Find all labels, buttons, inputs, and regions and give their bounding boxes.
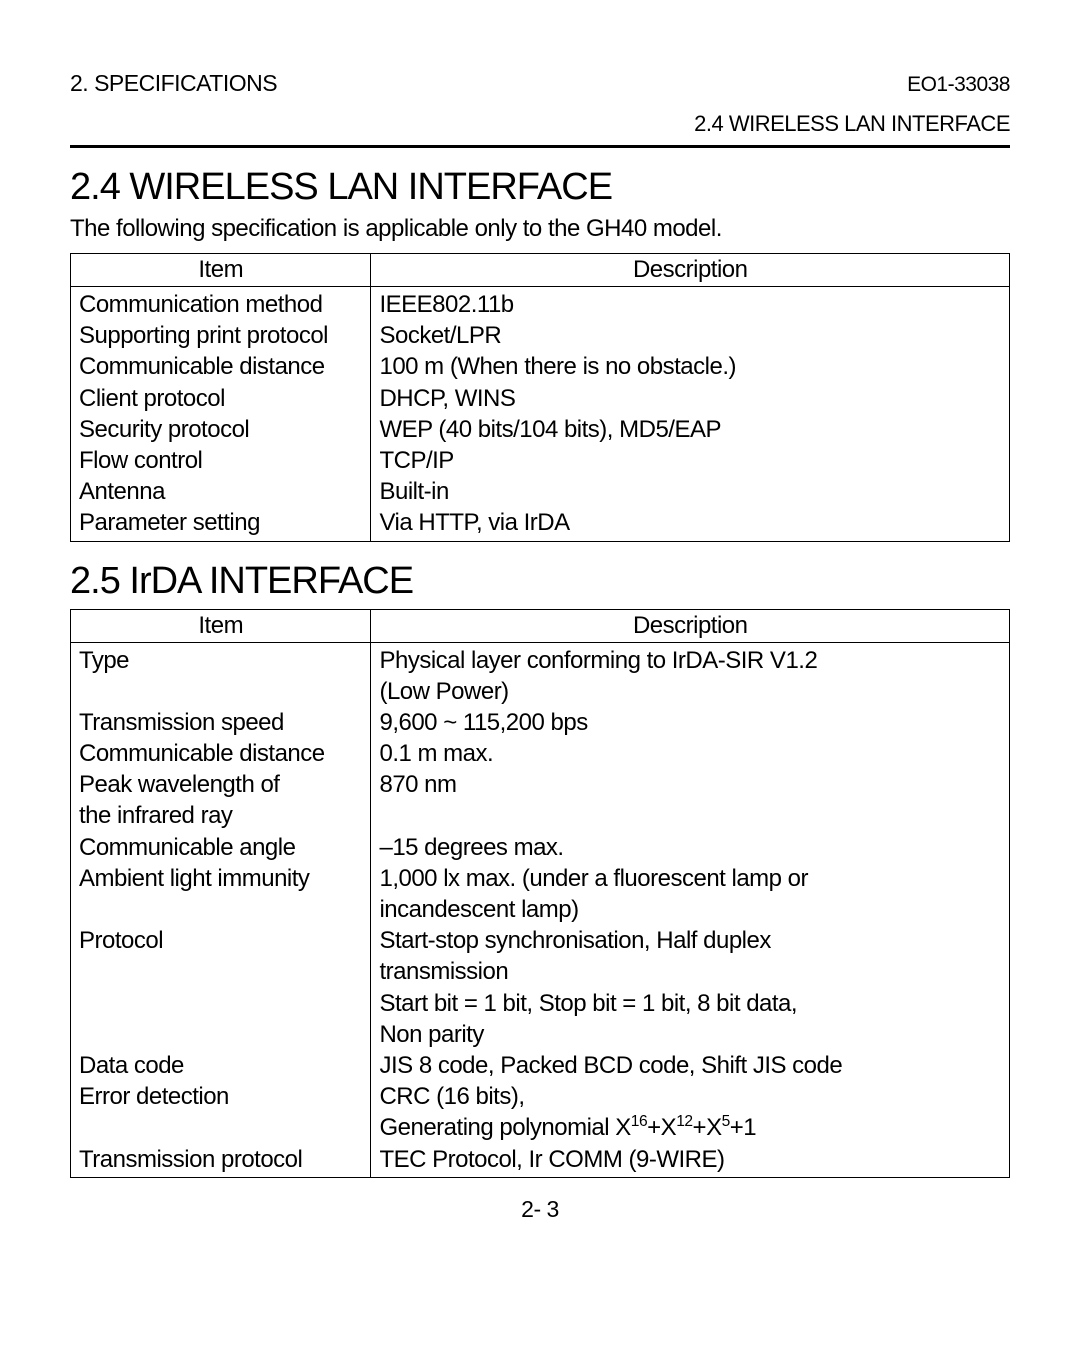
spec-item bbox=[79, 1019, 362, 1050]
spec-description: TEC Protocol, Ir COMM (9-WIRE) bbox=[379, 1144, 1001, 1175]
spec-item: Security protocol bbox=[79, 414, 362, 445]
spec-item: Peak wavelength of bbox=[79, 769, 362, 800]
col-description: Description bbox=[371, 254, 1010, 287]
spec-description: Via HTTP, via IrDA bbox=[379, 507, 1001, 538]
spec-description: WEP (40 bits/104 bits), MD5/EAP bbox=[379, 414, 1001, 445]
spec-description: Built-in bbox=[379, 476, 1001, 507]
irda-table: Item Description Type Transmission speed… bbox=[70, 609, 1010, 1178]
spec-item bbox=[79, 1112, 362, 1143]
document-id: EO1-33038 bbox=[907, 73, 1010, 97]
spec-description: Socket/LPR bbox=[379, 320, 1001, 351]
spec-description: transmission bbox=[379, 956, 1001, 987]
spec-item: Transmission speed bbox=[79, 707, 362, 738]
spec-description: Non parity bbox=[379, 1019, 1001, 1050]
spec-description: 100 m (When there is no obstacle.) bbox=[379, 351, 1001, 382]
spec-item: Communication method bbox=[79, 289, 362, 320]
spec-item: Type bbox=[79, 645, 362, 676]
spec-item bbox=[79, 988, 362, 1019]
spec-item bbox=[79, 676, 362, 707]
spec-description: 9,600 ~ 115,200 bps bbox=[379, 707, 1001, 738]
spec-description: Generating polynomial X16+X12+X5+1 bbox=[379, 1112, 1001, 1143]
spec-description: JIS 8 code, Packed BCD code, Shift JIS c… bbox=[379, 1050, 1001, 1081]
table-header-row: Item Description bbox=[71, 254, 1010, 287]
chapter-title: 2. SPECIFICATIONS bbox=[70, 70, 277, 97]
spec-description: TCP/IP bbox=[379, 445, 1001, 476]
spec-description: (Low Power) bbox=[379, 676, 1001, 707]
spec-description: –15 degrees max. bbox=[379, 832, 1001, 863]
section-24-title: 2.4 WIRELESS LAN INTERFACE bbox=[70, 166, 1010, 209]
col-item: Item bbox=[71, 609, 371, 642]
section-25-title: 2.5 IrDA INTERFACE bbox=[70, 560, 1010, 603]
table-body-row: Type Transmission speedCommunicable dist… bbox=[71, 642, 1010, 1177]
spec-description: CRC (16 bits), bbox=[379, 1081, 1001, 1112]
spec-description: 0.1 m max. bbox=[379, 738, 1001, 769]
spec-item: Communicable angle bbox=[79, 832, 362, 863]
table-body-row: Communication methodSupporting print pro… bbox=[71, 287, 1010, 542]
spec-description: 1,000 lx max. (under a fluorescent lamp … bbox=[379, 863, 1001, 894]
header-rule bbox=[70, 145, 1010, 148]
wireless-lan-table: Item Description Communication methodSup… bbox=[70, 253, 1010, 542]
col-item: Item bbox=[71, 254, 371, 287]
spec-item: Client protocol bbox=[79, 383, 362, 414]
col-description: Description bbox=[371, 609, 1010, 642]
spec-item: Protocol bbox=[79, 925, 362, 956]
spec-item: Communicable distance bbox=[79, 738, 362, 769]
spec-item: Error detection bbox=[79, 1081, 362, 1112]
spec-description: Start-stop synchronisation, Half duplex bbox=[379, 925, 1001, 956]
spec-item: Data code bbox=[79, 1050, 362, 1081]
spec-item: Flow control bbox=[79, 445, 362, 476]
spec-item: Communicable distance bbox=[79, 351, 362, 382]
page-number: 2- 3 bbox=[70, 1196, 1010, 1223]
spec-item: Ambient light immunity bbox=[79, 863, 362, 894]
page-header: 2. SPECIFICATIONS EO1-33038 bbox=[70, 70, 1010, 97]
spec-description: Physical layer conforming to IrDA-SIR V1… bbox=[379, 645, 1001, 676]
running-subsection: 2.4 WIRELESS LAN INTERFACE bbox=[70, 111, 1010, 137]
spec-description: Start bit = 1 bit, Stop bit = 1 bit, 8 b… bbox=[379, 988, 1001, 1019]
table-header-row: Item Description bbox=[71, 609, 1010, 642]
spec-description: incandescent lamp) bbox=[379, 894, 1001, 925]
spec-description: DHCP, WINS bbox=[379, 383, 1001, 414]
spec-item: Parameter setting bbox=[79, 507, 362, 538]
spec-item: Transmission protocol bbox=[79, 1144, 362, 1175]
spec-item bbox=[79, 956, 362, 987]
spec-description: 870 nm bbox=[379, 769, 1001, 800]
spec-item: Antenna bbox=[79, 476, 362, 507]
spec-item bbox=[79, 894, 362, 925]
spec-description: IEEE802.11b bbox=[379, 289, 1001, 320]
spec-item: Supporting print protocol bbox=[79, 320, 362, 351]
section-24-intro: The following specification is applicabl… bbox=[70, 215, 1010, 243]
spec-item: the infrared ray bbox=[79, 800, 362, 831]
page: 2. SPECIFICATIONS EO1-33038 2.4 WIRELESS… bbox=[0, 0, 1080, 1253]
spec-description bbox=[379, 800, 1001, 831]
